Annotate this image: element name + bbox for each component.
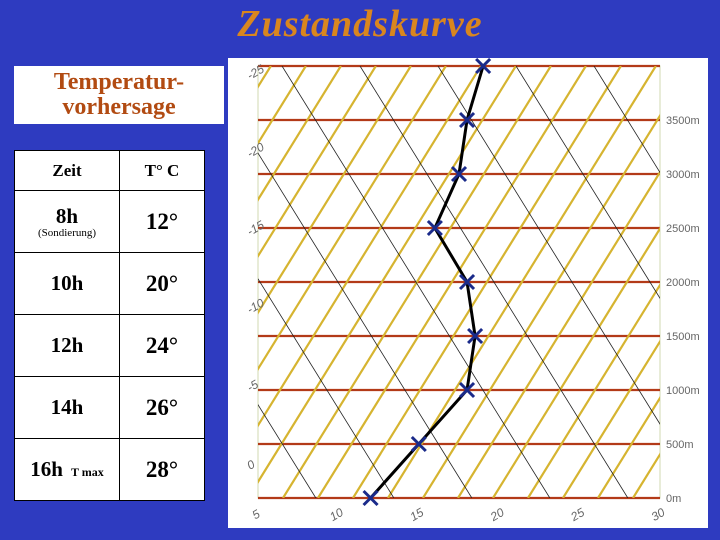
cell-temp: 20° [120, 253, 205, 315]
svg-text:1000m: 1000m [666, 385, 700, 397]
svg-text:3000m: 3000m [666, 169, 700, 181]
cell-temp: 28° [120, 439, 205, 501]
subtitle-line1: Temperatur- [54, 69, 184, 95]
cell-temp: 26° [120, 377, 205, 439]
temperature-table: Zeit T° C 8h (Sondierung) 12° 10h 20° 12… [14, 150, 205, 501]
cell-time: 8h (Sondierung) [15, 191, 120, 253]
table-row: 10h 20° [15, 253, 205, 315]
cell-temp: 24° [120, 315, 205, 377]
svg-text:3500m: 3500m [666, 115, 700, 127]
table-row: 12h 24° [15, 315, 205, 377]
svg-text:2000m: 2000m [666, 277, 700, 289]
page-title: Zustandskurve [0, 2, 720, 46]
header-temp: T° C [120, 151, 205, 191]
svg-text:2500m: 2500m [666, 223, 700, 235]
chart-svg: 0m500m1000m1500m2000m2500m3000m3500m5101… [228, 58, 708, 528]
svg-text:500m: 500m [666, 439, 694, 451]
table-row: 16h T max 28° [15, 439, 205, 501]
subtitle-box: Temperatur- vorhersage [14, 66, 224, 124]
cell-time: 10h [15, 253, 120, 315]
cell-time: 12h [15, 315, 120, 377]
svg-text:0m: 0m [666, 493, 681, 505]
cell-time: 16h T max [15, 439, 120, 501]
page-root: Zustandskurve Temperatur- vorhersage Zei… [0, 0, 720, 540]
table-row: 14h 26° [15, 377, 205, 439]
header-time: Zeit [15, 151, 120, 191]
svg-text:1500m: 1500m [666, 331, 700, 343]
table-row: 8h (Sondierung) 12° [15, 191, 205, 253]
cell-temp: 12° [120, 191, 205, 253]
table-header-row: Zeit T° C [15, 151, 205, 191]
cell-time: 14h [15, 377, 120, 439]
skew-t-chart: 0m500m1000m1500m2000m2500m3000m3500m5101… [228, 58, 708, 528]
subtitle-line2: vorhersage [62, 94, 175, 120]
